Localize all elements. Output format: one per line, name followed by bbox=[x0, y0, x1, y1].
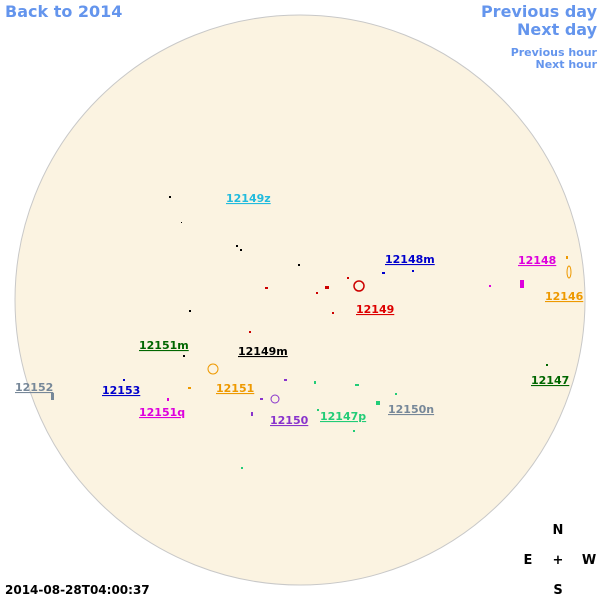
region-label[interactable]: 12151 bbox=[216, 382, 254, 395]
compass-n: N bbox=[553, 523, 564, 538]
region-label[interactable]: 12152 bbox=[15, 381, 53, 394]
spots bbox=[51, 196, 572, 469]
compass-e: E bbox=[524, 553, 533, 568]
back-link[interactable]: Back to 2014 bbox=[5, 2, 122, 21]
region-label[interactable]: 12147 bbox=[531, 374, 569, 387]
region-label[interactable]: 12149 bbox=[356, 303, 394, 316]
region-label[interactable]: 12150n bbox=[388, 403, 434, 416]
next-hour-link[interactable]: Next hour bbox=[536, 58, 598, 71]
region-label[interactable]: 12148 bbox=[518, 254, 556, 267]
region-label[interactable]: 12149z bbox=[226, 192, 271, 205]
previous-hour-link[interactable]: Previous hour bbox=[511, 46, 598, 59]
region-label[interactable]: 12147p bbox=[320, 410, 366, 423]
region-label[interactable]: 12151m bbox=[139, 339, 189, 352]
compass-center: + bbox=[553, 553, 564, 568]
region-label[interactable]: 12150 bbox=[270, 414, 309, 427]
region-label[interactable]: 12146 bbox=[545, 290, 584, 303]
timestamp: 2014-08-28T04:00:37 bbox=[5, 583, 150, 597]
previous-day-link[interactable]: Previous day bbox=[481, 2, 598, 21]
compass-w: W bbox=[582, 553, 596, 568]
next-day-link[interactable]: Next day bbox=[517, 20, 598, 39]
region-label[interactable]: 12148m bbox=[385, 253, 435, 266]
region-label[interactable]: 12151q bbox=[139, 406, 185, 419]
region-label[interactable]: 12149m bbox=[238, 345, 288, 358]
region-label[interactable]: 12153 bbox=[102, 384, 140, 397]
compass-s: S bbox=[553, 583, 562, 598]
solar-disk bbox=[14, 14, 586, 586]
